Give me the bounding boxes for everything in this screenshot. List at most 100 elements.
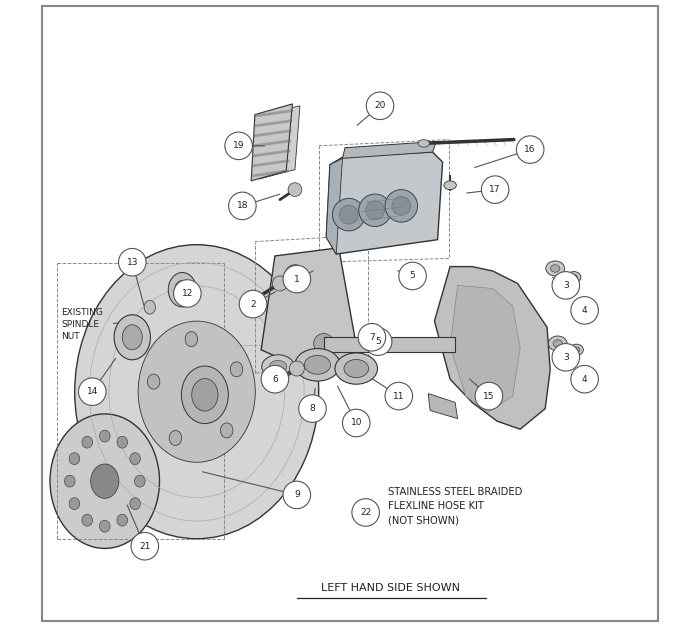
Text: 22: 22 [360, 508, 371, 517]
Circle shape [299, 395, 326, 423]
Circle shape [475, 382, 503, 410]
Ellipse shape [130, 498, 141, 510]
Circle shape [340, 205, 358, 224]
Ellipse shape [174, 280, 190, 299]
Circle shape [174, 280, 201, 307]
Ellipse shape [148, 374, 160, 389]
Ellipse shape [546, 261, 565, 276]
Ellipse shape [122, 325, 142, 350]
Text: 7: 7 [369, 333, 375, 342]
Ellipse shape [192, 379, 218, 411]
Ellipse shape [138, 321, 256, 462]
Ellipse shape [185, 332, 197, 347]
Text: 21: 21 [139, 542, 150, 551]
Circle shape [229, 192, 256, 219]
Text: 4: 4 [582, 306, 587, 315]
Ellipse shape [144, 300, 155, 314]
Text: 1: 1 [294, 275, 300, 283]
Ellipse shape [570, 344, 583, 356]
Ellipse shape [50, 414, 160, 549]
Ellipse shape [75, 245, 318, 539]
Text: 15: 15 [483, 392, 495, 401]
Circle shape [289, 361, 304, 376]
Polygon shape [450, 285, 520, 413]
Circle shape [482, 176, 509, 203]
Circle shape [399, 262, 426, 290]
Circle shape [365, 328, 392, 356]
Ellipse shape [180, 371, 214, 413]
Text: 6: 6 [272, 375, 278, 384]
Polygon shape [251, 104, 293, 181]
Ellipse shape [418, 140, 430, 147]
Ellipse shape [134, 475, 145, 487]
Ellipse shape [181, 366, 228, 424]
Circle shape [570, 297, 598, 324]
Circle shape [517, 136, 544, 164]
Circle shape [366, 92, 394, 120]
Text: 19: 19 [233, 141, 244, 150]
Ellipse shape [69, 498, 80, 510]
Ellipse shape [117, 514, 127, 526]
Ellipse shape [69, 453, 80, 465]
Circle shape [342, 409, 370, 437]
Circle shape [314, 334, 334, 354]
Circle shape [552, 344, 580, 371]
Circle shape [385, 189, 418, 222]
Text: 8: 8 [309, 404, 315, 413]
Ellipse shape [169, 431, 182, 446]
Text: 18: 18 [237, 201, 248, 211]
Text: 2: 2 [250, 300, 255, 308]
Circle shape [272, 276, 288, 291]
Text: 3: 3 [563, 353, 568, 362]
Polygon shape [428, 394, 458, 419]
Text: 4: 4 [582, 375, 587, 384]
Text: 5: 5 [375, 337, 381, 346]
Circle shape [392, 196, 411, 215]
Circle shape [552, 271, 580, 299]
Circle shape [358, 324, 386, 351]
Circle shape [118, 248, 146, 276]
Ellipse shape [91, 464, 119, 498]
Ellipse shape [304, 356, 330, 374]
Circle shape [78, 378, 106, 406]
Ellipse shape [82, 514, 92, 526]
Polygon shape [326, 152, 442, 254]
Circle shape [352, 498, 379, 526]
Polygon shape [261, 248, 358, 377]
Ellipse shape [114, 315, 150, 360]
Circle shape [570, 366, 598, 393]
Text: 13: 13 [127, 258, 138, 266]
Circle shape [385, 382, 412, 410]
Circle shape [285, 265, 305, 285]
Circle shape [332, 198, 365, 231]
Text: 14: 14 [87, 387, 98, 396]
Ellipse shape [130, 453, 141, 465]
Circle shape [131, 532, 159, 560]
Text: 10: 10 [351, 418, 362, 428]
Polygon shape [342, 142, 436, 159]
Ellipse shape [567, 271, 581, 283]
Text: 5: 5 [410, 271, 415, 280]
Text: 11: 11 [393, 392, 405, 401]
Text: STAINLESS STEEL BRAIDED
FLEXLINE HOSE KIT
(NOT SHOWN): STAINLESS STEEL BRAIDED FLEXLINE HOSE KI… [388, 487, 522, 525]
Ellipse shape [220, 423, 233, 438]
Ellipse shape [295, 349, 340, 381]
Polygon shape [326, 159, 342, 254]
Ellipse shape [117, 436, 127, 448]
Polygon shape [259, 106, 300, 179]
Circle shape [365, 201, 384, 219]
Ellipse shape [262, 355, 294, 379]
Ellipse shape [168, 273, 197, 307]
Ellipse shape [230, 362, 243, 377]
Ellipse shape [573, 347, 580, 352]
Ellipse shape [344, 359, 369, 377]
Polygon shape [323, 337, 455, 352]
Ellipse shape [550, 265, 560, 272]
Circle shape [288, 182, 302, 196]
Text: 16: 16 [524, 145, 536, 154]
Ellipse shape [335, 353, 377, 384]
Circle shape [359, 194, 391, 226]
Ellipse shape [444, 181, 456, 189]
Ellipse shape [548, 336, 567, 351]
Ellipse shape [570, 275, 578, 280]
